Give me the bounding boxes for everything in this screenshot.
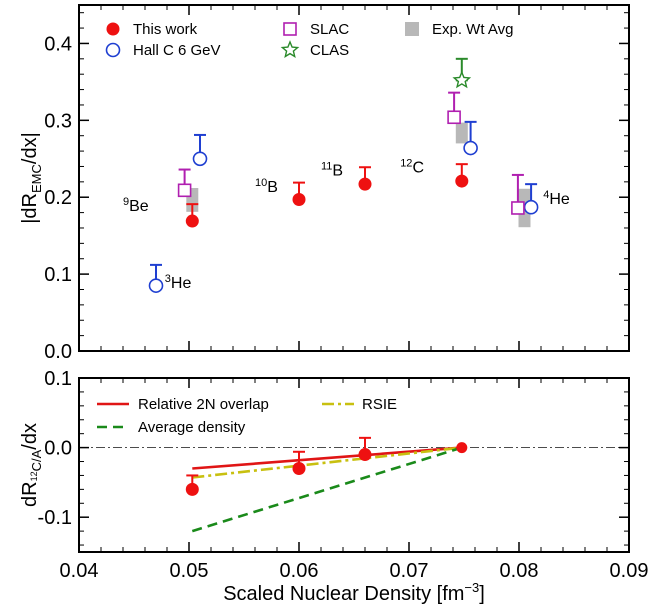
y-axis-title: |dREMC/dx| xyxy=(19,132,44,224)
nucleus-label: 3He xyxy=(165,273,192,292)
y-tick-label: 0.0 xyxy=(44,438,72,460)
ratio-point xyxy=(359,448,372,461)
nucleus-label: 11B xyxy=(321,161,343,180)
legend-label: Hall C 6 GeV xyxy=(133,42,221,59)
x-tick-label: 0.04 xyxy=(60,560,99,582)
this-work-point xyxy=(186,215,199,228)
bottom-panel: -0.1 0.0 0.1 0.04 0.05 0.06 0.07 0.08 0.09 Scaled… xyxy=(19,368,648,605)
legend-label: This work xyxy=(133,21,198,38)
hall-c-6-gev-point xyxy=(525,201,538,214)
x-tick-label: 0.07 xyxy=(390,560,429,582)
rsie-line xyxy=(192,448,462,478)
legend-marker-this-work xyxy=(107,23,120,36)
nucleus-label: 10B xyxy=(255,177,278,196)
x-tick-label: 0.08 xyxy=(500,560,539,582)
slac-point xyxy=(448,111,460,123)
nucleus-label: 4He xyxy=(543,189,570,208)
x-tick-label: 0.06 xyxy=(280,560,319,582)
y-tick-label: 0.4 xyxy=(44,33,72,55)
x-axis-title: Scaled Nuclear Density [fm−3] xyxy=(223,580,485,605)
y-tick-label: 0.1 xyxy=(44,368,72,390)
x-tick-label: 0.09 xyxy=(610,560,649,582)
legend-label: RSIE xyxy=(362,396,397,413)
ratio-point xyxy=(186,483,199,496)
legend-label: Relative 2N overlap xyxy=(138,396,269,413)
wt-avg-band xyxy=(456,123,468,144)
this-work-point xyxy=(359,178,372,191)
legend-label: CLAS xyxy=(310,42,349,59)
legend-marker-slac xyxy=(284,23,296,35)
nucleus-label: 9Be xyxy=(123,196,149,215)
hall-c-6-gev-point xyxy=(150,279,163,292)
legend-marker-hall-c-6-gev xyxy=(107,44,120,57)
average-density-line xyxy=(192,448,462,531)
legend-label: SLAC xyxy=(310,21,349,38)
y-axis-title: dR12C/A/dx xyxy=(19,423,44,507)
legend-label: Average density xyxy=(138,419,246,436)
hall-c-6-gev-point xyxy=(194,152,207,165)
this-work-point xyxy=(455,175,468,188)
clas-point xyxy=(454,72,469,86)
x-tick-label: 0.05 xyxy=(170,560,209,582)
slac-point xyxy=(179,184,191,196)
hall-c-6-gev-point xyxy=(464,142,477,155)
top-panel: 0.0 0.1 0.2 0.3 0.4 |dREMC/dx| 9Be 3He 10B 11B 12C… xyxy=(19,5,629,363)
y-tick-label: 0.2 xyxy=(44,187,72,209)
nucleus-label: 12C xyxy=(400,158,424,177)
ratio-point xyxy=(293,462,306,475)
y-tick-label: 0.1 xyxy=(44,264,72,286)
y-tick-label: 0.3 xyxy=(44,110,72,132)
ratio-point xyxy=(456,442,467,453)
legend-marker-clas xyxy=(282,42,297,56)
slac-point xyxy=(512,202,524,214)
legend-label: Exp. Wt Avg xyxy=(432,21,513,38)
y-tick-label: 0.0 xyxy=(44,341,72,363)
relative-2n-overlap-line xyxy=(192,448,462,469)
legend-marker-exp-wt-avg xyxy=(405,22,419,36)
this-work-point xyxy=(293,193,306,206)
y-tick-label: -0.1 xyxy=(38,507,72,529)
